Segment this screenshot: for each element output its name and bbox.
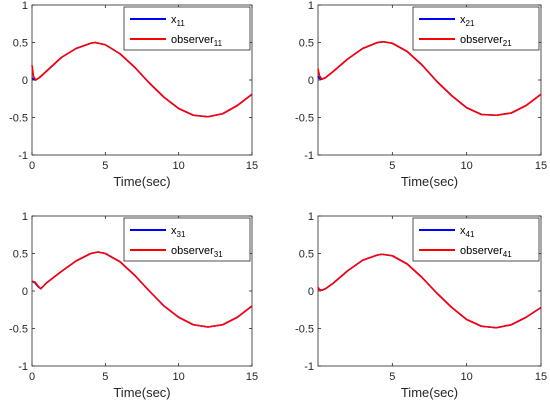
- x-tick-label: 15: [535, 371, 547, 383]
- y-tick-label: 1: [22, 0, 28, 12]
- legend-entry: x21: [460, 14, 475, 28]
- y-tick-label: 0.5: [13, 38, 28, 50]
- x-tick-label: 15: [535, 160, 547, 172]
- y-tick-label: 0.5: [13, 249, 28, 261]
- legend-entry-subscript: 11: [177, 19, 186, 28]
- legend-entry-name: x: [460, 225, 466, 237]
- series-line-observer: [317, 40, 542, 117]
- x-tick-label: 5: [389, 160, 395, 172]
- y-tick-label: -0.5: [295, 113, 314, 125]
- x-tick-label: 15: [246, 160, 258, 172]
- legend-entry: x31: [171, 225, 186, 239]
- y-tick-label: -0.5: [9, 113, 28, 125]
- y-tick-label: 0: [308, 286, 314, 298]
- series-line-observer: [31, 251, 253, 328]
- x-axis-label: Time(sec): [113, 174, 170, 189]
- x-tick-label: 10: [461, 160, 473, 172]
- legend-entry-subscript: 31: [177, 230, 186, 239]
- legend-entry-subscript: 31: [214, 250, 223, 259]
- legend-entry-subscript: 21: [503, 39, 512, 48]
- legend-entry: x41: [460, 225, 475, 239]
- y-tick-label: 1: [308, 211, 314, 223]
- legend-entry-name: x: [171, 225, 177, 237]
- y-tick-label: 0.5: [299, 38, 314, 50]
- legend-entry: observer41: [460, 245, 512, 259]
- legend-entry-subscript: 11: [214, 39, 223, 48]
- x-tick-label: 0: [29, 160, 35, 172]
- legend-entry-name: observer: [171, 245, 214, 257]
- x-tick-label: 5: [102, 160, 108, 172]
- y-tick-label: -1: [304, 361, 314, 373]
- y-tick-label: -0.5: [295, 324, 314, 336]
- y-tick-label: 1: [308, 0, 314, 12]
- x-tick-label: 10: [173, 371, 185, 383]
- legend-box: [412, 217, 540, 262]
- x-tick-label: 0: [29, 371, 35, 383]
- legend-entry-name: observer: [460, 245, 503, 257]
- y-tick-label: 0.5: [299, 249, 314, 261]
- series-line-observer: [31, 41, 253, 118]
- legend-entry-subscript: 41: [503, 250, 512, 259]
- legend-entry-subscript: 41: [466, 230, 475, 239]
- y-tick-label: -1: [18, 150, 28, 162]
- y-tick-label: -1: [18, 361, 28, 373]
- x-tick-label: 10: [461, 371, 473, 383]
- x-tick-label: 10: [173, 160, 185, 172]
- y-tick-label: 1: [22, 211, 28, 223]
- y-tick-label: -1: [304, 150, 314, 162]
- legend-box: [123, 217, 251, 262]
- legend-entry: x11: [171, 14, 185, 28]
- x-axis-label: Time(sec): [401, 174, 458, 189]
- legend-entry-name: x: [171, 14, 177, 26]
- legend-entry-name: observer: [171, 34, 214, 46]
- legend-entry-subscript: 21: [466, 19, 475, 28]
- legend-entry-name: x: [460, 14, 466, 26]
- x-tick-label: 15: [246, 371, 258, 383]
- x-tick-label: 5: [102, 371, 108, 383]
- legend-box: [123, 6, 251, 51]
- x-tick-label: 5: [389, 371, 395, 383]
- legend-entry: observer21: [460, 34, 512, 48]
- x-axis-label: Time(sec): [113, 385, 170, 400]
- y-tick-label: 0: [22, 286, 28, 298]
- legend-entry: observer31: [171, 245, 223, 259]
- legend-entry: observer11: [171, 34, 223, 48]
- y-tick-label: 0: [308, 75, 314, 87]
- y-tick-label: 0: [22, 75, 28, 87]
- legend-entry-name: observer: [460, 34, 503, 46]
- series-line-observer: [317, 253, 542, 329]
- y-tick-label: -0.5: [9, 324, 28, 336]
- x-axis-label: Time(sec): [401, 385, 458, 400]
- legend-box: [412, 6, 540, 51]
